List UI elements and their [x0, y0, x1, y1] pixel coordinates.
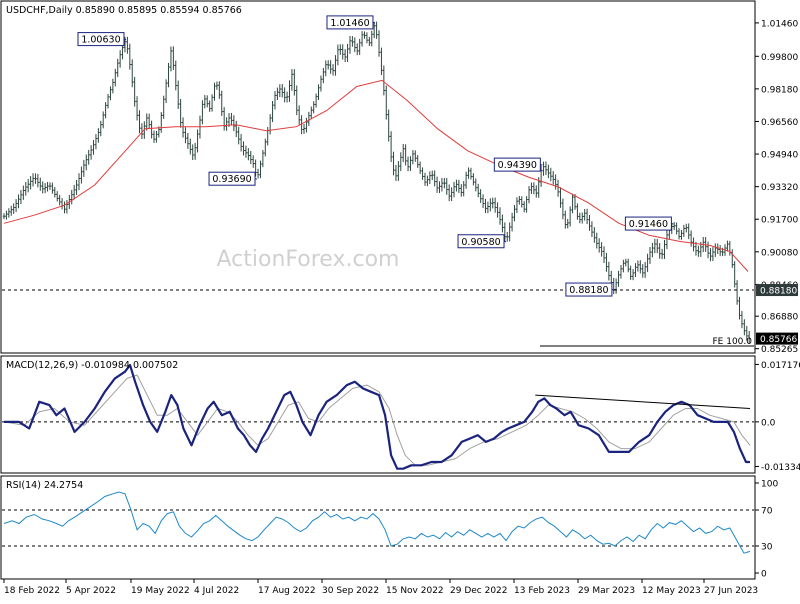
last-price-box — [756, 332, 798, 345]
macd-series-line — [3, 374, 751, 466]
macd-y-tick-label: 0.017176 — [761, 361, 800, 371]
watermark: ActionForex.com — [217, 247, 400, 272]
x-tick-label: 5 Apr 2022 — [66, 586, 116, 596]
macd-y-tick-label: -0.01334 — [761, 463, 800, 473]
annotation-label: 0.88180 — [569, 285, 608, 296]
price-y-tick-label: 0.85265 — [761, 345, 798, 355]
rsi-y-tick-label: 70 — [761, 507, 773, 517]
rsi-y-tick-label: 100 — [761, 480, 778, 490]
annotation-box — [493, 157, 541, 172]
annotation-box — [208, 171, 256, 186]
macd-panel: 0.017176 0.0 -0.01334 — [2, 361, 800, 473]
x-tick-label: 30 Sep 2022 — [322, 586, 379, 596]
macd-trendline — [535, 394, 751, 409]
x-tick-label: 15 Nov 2022 — [386, 586, 444, 596]
support-label-box — [756, 284, 798, 297]
rsi-title: RSI(14) 24.2754 — [6, 480, 83, 491]
price-panel: 1.01460 0.99800 0.98180 0.96560 0.94940 0.933… — [2, 15, 798, 355]
annotation-label: 0.90580 — [461, 237, 500, 248]
fe-label: FE 100.0 — [713, 337, 753, 347]
annotation-box — [326, 15, 374, 30]
annotation-box — [77, 32, 125, 47]
annotation-box — [565, 282, 613, 297]
price-y-tick-label: 0.94940 — [761, 151, 798, 161]
annotation-label: 0.94390 — [498, 160, 537, 171]
annotation-label: 0.91460 — [629, 219, 668, 230]
x-tick-label: 19 May 2022 — [131, 586, 190, 596]
price-y-tick-label: 0.98180 — [761, 85, 798, 95]
price-y-tick-label: 0.96560 — [761, 118, 798, 128]
x-tick-label: 17 Aug 2022 — [258, 586, 316, 596]
annotation-label: 1.00630 — [81, 35, 120, 46]
annotation-label: 1.01460 — [330, 18, 369, 29]
x-tick-label: 29 Dec 2022 — [450, 586, 508, 596]
price-y-tick-label: 0.90080 — [761, 248, 798, 258]
rsi-y-tick-label: 30 — [761, 543, 773, 553]
support-label: 0.88180 — [760, 287, 797, 297]
x-tick-label: 27 Jun 2023 — [704, 586, 758, 596]
x-tick-label: 4 Jul 2022 — [194, 586, 239, 596]
macd-series-line — [4, 363, 750, 470]
rsi-series-line — [3, 491, 751, 554]
rsi-y-tick-label: 0 — [761, 570, 767, 580]
macd-title: MACD(12,26,9) -0.010984 0.007502 — [6, 360, 178, 371]
annotation-box — [457, 234, 505, 249]
price-y-tick-label: 0.91700 — [761, 216, 798, 226]
price-y-tick-label: 0.99800 — [761, 53, 798, 63]
x-tick-label: 12 May 2023 — [642, 586, 701, 596]
price-y-tick-label: 0.93320 — [761, 183, 798, 193]
rsi-panel-frame — [0, 475, 756, 580]
x-axis: 18 Feb 2022 5 Apr 2022 19 May 2022 4 Jul 20… — [3, 579, 758, 596]
price-panel-frame — [0, 0, 756, 354]
last-price-label: 0.85766 — [760, 335, 797, 345]
macd-panel-frame — [0, 355, 756, 474]
moving-average-line — [3, 79, 749, 272]
x-tick-label: 13 Feb 2023 — [514, 586, 570, 596]
price-y-tick-label: 1.01460 — [761, 19, 798, 29]
price-y-tick-label: 0.86880 — [761, 313, 798, 323]
macd-y-tick-label: 0.0 — [761, 418, 776, 428]
annotation-box — [624, 216, 672, 231]
x-tick-label: 18 Feb 2022 — [4, 586, 60, 596]
rsi-panel: 100 70 30 0 — [2, 480, 778, 580]
x-tick-label: 29 Mar 2023 — [578, 586, 635, 596]
annotation-label: 0.93690 — [212, 174, 251, 185]
price-chart-title: USDCHF,Daily 0.85890 0.85895 0.85594 0.8… — [6, 5, 242, 16]
